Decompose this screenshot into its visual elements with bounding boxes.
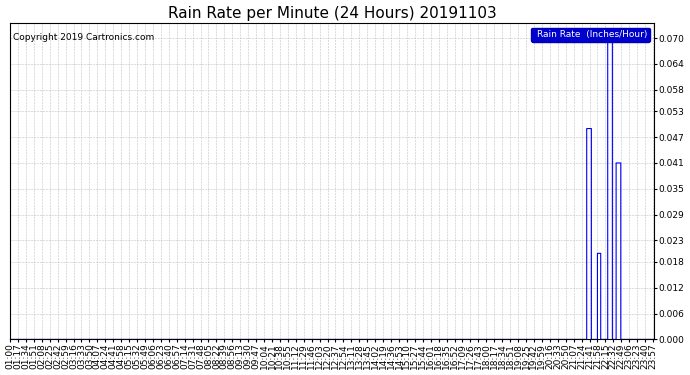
Title: Rain Rate per Minute (24 Hours) 20191103: Rain Rate per Minute (24 Hours) 20191103 [168, 6, 497, 21]
Text: Copyright 2019 Cartronics.com: Copyright 2019 Cartronics.com [13, 33, 155, 42]
Legend: Rain Rate  (Inches/Hour): Rain Rate (Inches/Hour) [531, 28, 650, 42]
